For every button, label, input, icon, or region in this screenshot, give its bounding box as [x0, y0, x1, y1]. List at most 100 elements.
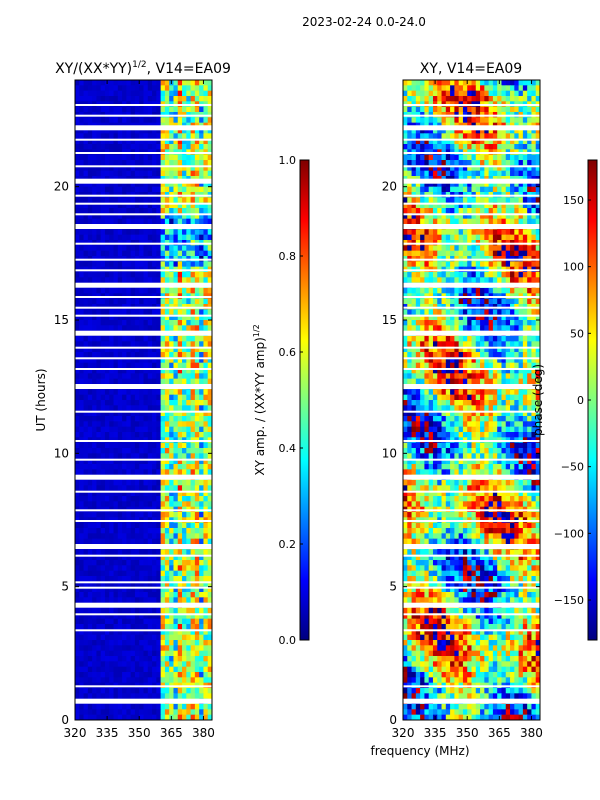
- amp-heatmap-cell: [126, 512, 132, 518]
- amp-heatmap-cell: [113, 624, 119, 630]
- amp-heatmap-cell: [122, 592, 127, 598]
- phase-heatmap-cell: [432, 202, 438, 209]
- amp-heatmap-cell: [134, 426, 140, 433]
- amp-heatmap-cell: [182, 90, 187, 97]
- amp-heatmap-cell: [122, 613, 127, 620]
- amp-heatmap-cell: [152, 138, 157, 145]
- amp-heatmap-cell: [190, 80, 196, 86]
- phase-heatmap-cell: [471, 186, 477, 193]
- phase-heatmap-cell: [458, 213, 464, 220]
- amp-heatmap-cell: [143, 181, 149, 188]
- amp-heatmap-cell: [92, 586, 98, 593]
- amp-heatmap-cell: [173, 117, 179, 124]
- phase-heatmap-cell: [441, 117, 447, 124]
- amp-heatmap-cell: [117, 613, 123, 620]
- amp-heatmap-cell: [134, 464, 140, 470]
- amp-heatmap-cell: [79, 202, 85, 209]
- amp-heatmap-flagged-row: [75, 178, 212, 184]
- amp-heatmap-cell: [117, 522, 123, 529]
- amp-heatmap-cell: [173, 714, 179, 720]
- amp-heatmap-cell: [160, 528, 166, 534]
- amp-heatmap-cell: [152, 261, 157, 268]
- amp-heatmap-cell: [152, 421, 157, 428]
- amp-heatmap-cell: [122, 90, 127, 97]
- amp-heatmap-cell: [92, 570, 98, 577]
- amp-heatmap-cell: [203, 346, 209, 353]
- amp-heatmap-cell: [182, 309, 187, 316]
- amp-heatmap-cell: [160, 106, 166, 113]
- amp-heatmap-cell: [182, 368, 187, 374]
- amp-heatmap-cell: [160, 368, 166, 374]
- amp-heatmap-cell: [169, 277, 175, 284]
- amp-heatmap-cell: [177, 128, 183, 134]
- amp-heatmap-cell: [130, 714, 136, 720]
- phase-heatmap-cell: [522, 165, 528, 172]
- amp-heatmap-cell: [109, 597, 115, 604]
- amp-heatmap-cell: [92, 480, 98, 486]
- amp-heatmap-cell: [87, 202, 93, 209]
- amp-heatmap-cell: [113, 208, 119, 214]
- amp-heatmap-cell: [79, 565, 85, 572]
- amp-heatmap-cell: [199, 250, 205, 257]
- amp-heatmap-cell: [122, 469, 127, 476]
- phase-heatmap-cell: [535, 202, 540, 209]
- phase-heatmap-cell: [415, 218, 421, 225]
- phase-heatmap-cell: [484, 197, 490, 204]
- amp-heatmap-cell: [100, 250, 106, 257]
- amp-heatmap-cell: [164, 250, 170, 257]
- amp-heatmap-cell: [147, 160, 153, 166]
- amp-heatmap-cell: [109, 298, 115, 305]
- amp-heatmap-cell: [194, 346, 200, 353]
- amp-heatmap-cell: [182, 480, 187, 486]
- amp-heatmap-cell: [194, 229, 200, 236]
- amp-heatmap-cell: [177, 362, 183, 369]
- amp-heatmap-cell: [75, 400, 80, 406]
- amp-heatmap-cell: [122, 336, 127, 342]
- phase-heatmap-cell: [428, 154, 434, 161]
- amp-heatmap-cell: [130, 693, 136, 700]
- phase-heatmap-cell: [450, 186, 455, 193]
- amp-heatmap-cell: [104, 618, 110, 625]
- amp-heatmap-cell: [199, 666, 205, 673]
- amp-heatmap-cell: [122, 490, 127, 497]
- amp-heatmap-cell: [87, 624, 93, 630]
- amp-heatmap-cell: [182, 458, 187, 465]
- amp-heatmap-cell: [87, 234, 93, 241]
- amp-heatmap-cell: [173, 245, 179, 252]
- phase-heatmap-cell: [437, 186, 443, 193]
- amp-heatmap-cell: [152, 496, 157, 502]
- amp-heatmap-cell: [96, 490, 102, 497]
- amp-heatmap-cell: [182, 357, 187, 364]
- amp-heatmap-cell: [147, 309, 153, 316]
- amp-heatmap-cell: [100, 277, 106, 284]
- amp-heatmap-cell: [199, 501, 205, 508]
- amp-heatmap-cell: [100, 560, 106, 566]
- phase-heatmap-cell: [488, 90, 494, 97]
- phase-heatmap-cell: [454, 186, 460, 193]
- amp-heatmap-cell: [92, 389, 98, 396]
- phase-heatmap-cell: [441, 197, 447, 204]
- amp-heatmap-cell: [130, 656, 136, 662]
- amp-heatmap-cell: [143, 677, 149, 684]
- amp-heatmap-cell: [100, 314, 106, 321]
- phase-heatmap-cell: [420, 170, 426, 177]
- amp-heatmap-cell: [190, 592, 196, 598]
- amp-heatmap-cell: [87, 458, 93, 465]
- phase-heatmap-cell: [471, 117, 477, 124]
- amp-heatmap-cell: [173, 576, 179, 582]
- amp-heatmap-cell: [79, 581, 85, 588]
- amp-heatmap-cell: [156, 528, 162, 534]
- amp-heatmap-cell: [134, 309, 140, 316]
- phase-heatmap-cell: [450, 117, 455, 124]
- amp-heatmap-cell: [143, 661, 149, 668]
- phase-heatmap-cell: [480, 144, 485, 150]
- phase-heatmap-cell: [458, 218, 464, 225]
- amp-heatmap-cell: [164, 357, 170, 364]
- amp-heatmap-cell: [164, 202, 170, 209]
- phase-heatmap-cell: [514, 213, 520, 220]
- amp-heatmap-cell: [79, 714, 85, 720]
- amp-heatmap-cell: [139, 522, 145, 529]
- amp-heatmap-cell: [126, 688, 132, 694]
- amp-heatmap-cell: [182, 336, 187, 342]
